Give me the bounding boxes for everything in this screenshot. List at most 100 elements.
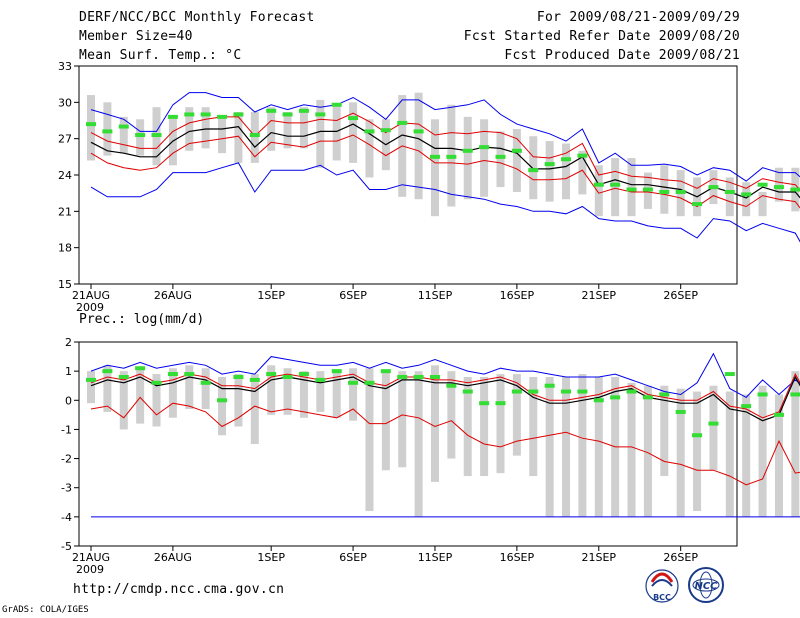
spread-bar — [512, 374, 521, 456]
observed-marker — [86, 377, 96, 382]
member-size: Member Size=40 — [79, 29, 193, 44]
observed-marker — [135, 366, 146, 371]
observed-marker — [282, 112, 293, 117]
x-tick-label: 11SEP — [418, 551, 453, 564]
spread-bar — [562, 143, 571, 200]
y-tick-label: 1 — [65, 365, 72, 378]
x-tick-label: 1SEP — [257, 551, 285, 564]
observed-marker — [348, 380, 359, 385]
observed-marker — [364, 129, 375, 134]
lower-red-line — [90, 396, 800, 486]
observed-marker — [315, 112, 326, 117]
chart-title: DERF/NCC/BCC Monthly Forecast — [79, 10, 315, 25]
y-tick-label: 27 — [58, 133, 72, 146]
spread-bar — [87, 95, 95, 161]
upper-red-line — [90, 112, 800, 191]
spread-bar — [725, 391, 734, 517]
spread-bar — [234, 112, 243, 163]
spread-bar — [529, 376, 538, 477]
y-tick-label: -4 — [61, 511, 72, 524]
observed-marker — [577, 389, 588, 394]
y-tick-label: -3 — [61, 482, 72, 495]
spread-bar — [332, 371, 341, 418]
spread-bar — [529, 136, 538, 200]
observed-marker — [135, 133, 146, 138]
observed-marker — [380, 128, 391, 133]
observed-marker — [151, 380, 162, 385]
observed-marker — [511, 148, 522, 153]
refer-date: Fcst Started Refer Date 2009/08/20 — [463, 29, 740, 44]
observed-marker — [593, 182, 604, 187]
x-tick-label: 21SEP — [581, 289, 616, 302]
spread-bar — [660, 165, 669, 214]
observed-marker — [544, 383, 555, 388]
spread-bar — [414, 92, 423, 200]
observed-marker — [86, 122, 96, 127]
spread-bar — [742, 394, 751, 517]
spread-bar — [742, 182, 751, 217]
spread-bar — [463, 376, 472, 477]
spread-bar — [594, 376, 603, 517]
y-tick-label: 30 — [58, 96, 72, 109]
spread-bar — [168, 368, 177, 418]
spread-bar — [578, 150, 587, 195]
spread-bar — [332, 104, 341, 161]
spread-bar — [316, 371, 325, 412]
upper-blue-line — [90, 352, 800, 399]
upper-blue-line — [90, 92, 800, 182]
observed-marker — [790, 392, 800, 397]
observed-marker — [233, 374, 244, 379]
spread-bar — [627, 382, 636, 517]
observed-marker — [413, 129, 424, 134]
spread-bar — [299, 371, 308, 418]
observed-marker — [298, 372, 309, 377]
spread-bar — [136, 119, 145, 156]
x-tick-label: 26AUG — [154, 289, 192, 302]
observed-marker — [331, 369, 342, 374]
spread-bar — [119, 116, 128, 154]
precipitation-panel: -5 -4 -3 -2 -1 0 1 2 21AUG 26AUG 1SEP 6SEP 11SEP 16SE… — [61, 336, 800, 576]
observed-marker — [184, 372, 195, 377]
spread-bar — [676, 388, 685, 517]
observed-marker — [380, 369, 391, 374]
spread-bar — [430, 365, 439, 482]
observed-marker — [544, 162, 555, 167]
x-tick-label: 1SEP — [257, 289, 285, 302]
observed-marker — [561, 157, 572, 162]
y-tick-label: -5 — [61, 540, 72, 553]
spread-bar — [87, 371, 95, 404]
y-tick-label: 15 — [58, 278, 72, 291]
observed-marker — [692, 202, 703, 207]
spread-bar — [185, 107, 194, 151]
spread-bar — [693, 391, 702, 512]
year-label: 2009 — [76, 301, 104, 314]
observed-marker — [348, 116, 359, 121]
spread-bar — [414, 371, 423, 517]
x-tick-label: 11SEP — [418, 289, 453, 302]
spread-bar — [512, 128, 521, 192]
observed-marker — [184, 112, 195, 117]
observed-marker — [528, 168, 539, 173]
spread-bar — [201, 368, 210, 410]
observed-marker — [429, 374, 440, 379]
y-tick-label: -1 — [61, 423, 72, 436]
observed-marker — [413, 374, 424, 379]
observed-marker — [692, 433, 703, 438]
observed-marker — [708, 421, 719, 426]
spread-bar — [758, 385, 767, 517]
ensemble-mean-line — [90, 375, 800, 422]
bcc-logo: BCC — [645, 569, 679, 603]
observed-marker — [757, 182, 768, 187]
year-label: 2009 — [76, 563, 104, 576]
plot-frame-0 — [78, 65, 738, 285]
precip-panel-title: Prec.: log(mm/d) — [79, 312, 204, 327]
spread-bar — [480, 119, 489, 197]
spread-bar — [234, 374, 243, 427]
spread-bar — [562, 376, 571, 517]
observed-marker — [642, 395, 653, 400]
lower-blue-line — [90, 162, 800, 243]
observed-marker — [102, 129, 113, 134]
website-url[interactable]: http://cmdp.ncc.cma.gov.cn — [73, 582, 285, 597]
spread-bar — [267, 365, 276, 415]
